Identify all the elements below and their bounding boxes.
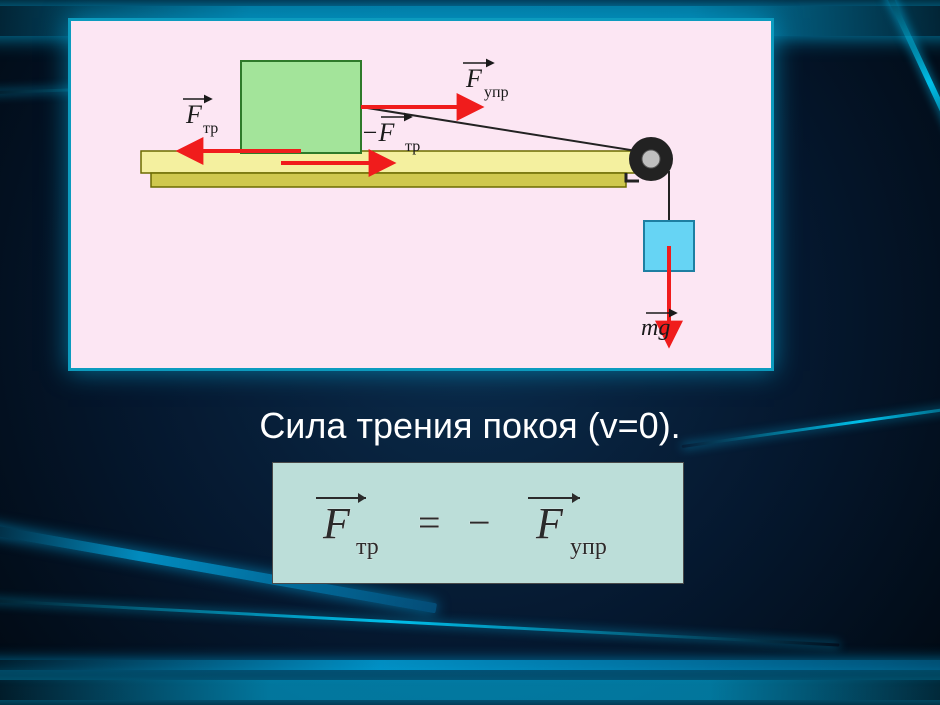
label-elastic-F: F bbox=[465, 64, 483, 93]
formula-eq: = bbox=[418, 500, 441, 545]
table bbox=[141, 151, 636, 187]
label-friction-right-F: −F bbox=[361, 118, 396, 147]
diagram-panel: F тр −F тр F упр mg bbox=[68, 18, 774, 371]
formula-right-sub: упр bbox=[570, 534, 607, 560]
slide-caption: Сила трения покоя (v=0). bbox=[0, 405, 940, 447]
block-on-table bbox=[241, 61, 361, 153]
formula-box: F тр = − F упр bbox=[272, 462, 684, 584]
label-friction-right: −F тр bbox=[361, 117, 420, 155]
label-mg-text: mg bbox=[641, 315, 670, 341]
label-friction-left: F тр bbox=[183, 99, 218, 137]
slide-stage: F тр −F тр F упр mg Сила трения покоя bbox=[0, 0, 940, 705]
label-friction-left-F: F bbox=[185, 100, 203, 129]
formula-svg: F тр = − F упр bbox=[288, 478, 668, 568]
label-elastic-sub: упр bbox=[484, 84, 509, 101]
formula-right-F: F bbox=[535, 499, 564, 548]
formula-left-sub: тр bbox=[356, 534, 379, 560]
pulley bbox=[626, 137, 673, 181]
label-elastic: F упр bbox=[463, 63, 509, 101]
friction-diagram-svg: F тр −F тр F упр mg bbox=[71, 21, 771, 368]
label-friction-left-sub: тр bbox=[203, 120, 218, 137]
formula-left-F: F bbox=[322, 499, 351, 548]
label-friction-right-sub: тр bbox=[405, 138, 420, 155]
formula-neg: − bbox=[468, 500, 491, 545]
